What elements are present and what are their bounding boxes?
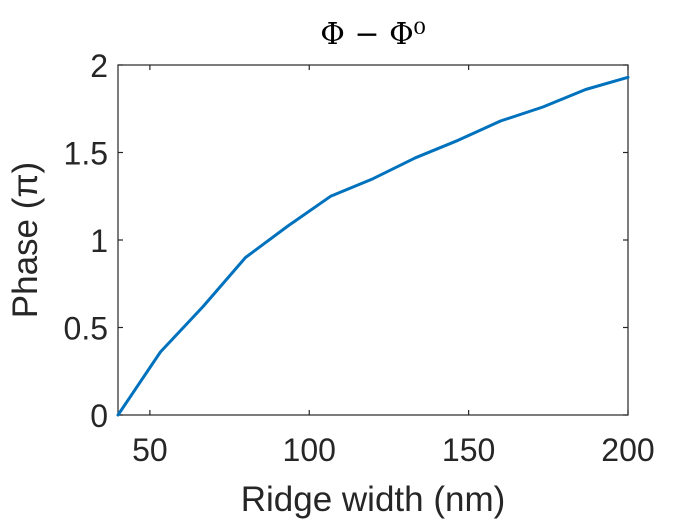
x-axis-ticks: 50 100 150 200	[132, 65, 655, 468]
x-tick-label: 50	[132, 432, 168, 468]
chart-title: Φ − Φ⁰	[320, 17, 425, 52]
series-line	[116, 75, 630, 417]
y-tick-label: 2	[90, 48, 108, 84]
plot-area-frame	[117, 64, 629, 416]
x-axis-label: Ridge width (nm)	[241, 480, 506, 519]
x-tick-label: 150	[442, 432, 495, 468]
y-tick-label: 1	[90, 223, 108, 259]
y-axis-ticks: 0 0.5 1 1.5 2	[64, 48, 628, 434]
y-tick-label: 0	[90, 398, 108, 434]
x-tick-label: 200	[601, 432, 654, 468]
y-tick-label: 0.5	[64, 311, 108, 347]
y-axis-label: Phase (π)	[6, 162, 45, 318]
y-tick-label: 1.5	[64, 136, 108, 172]
x-tick-label: 100	[283, 432, 336, 468]
series-layer	[116, 75, 630, 417]
